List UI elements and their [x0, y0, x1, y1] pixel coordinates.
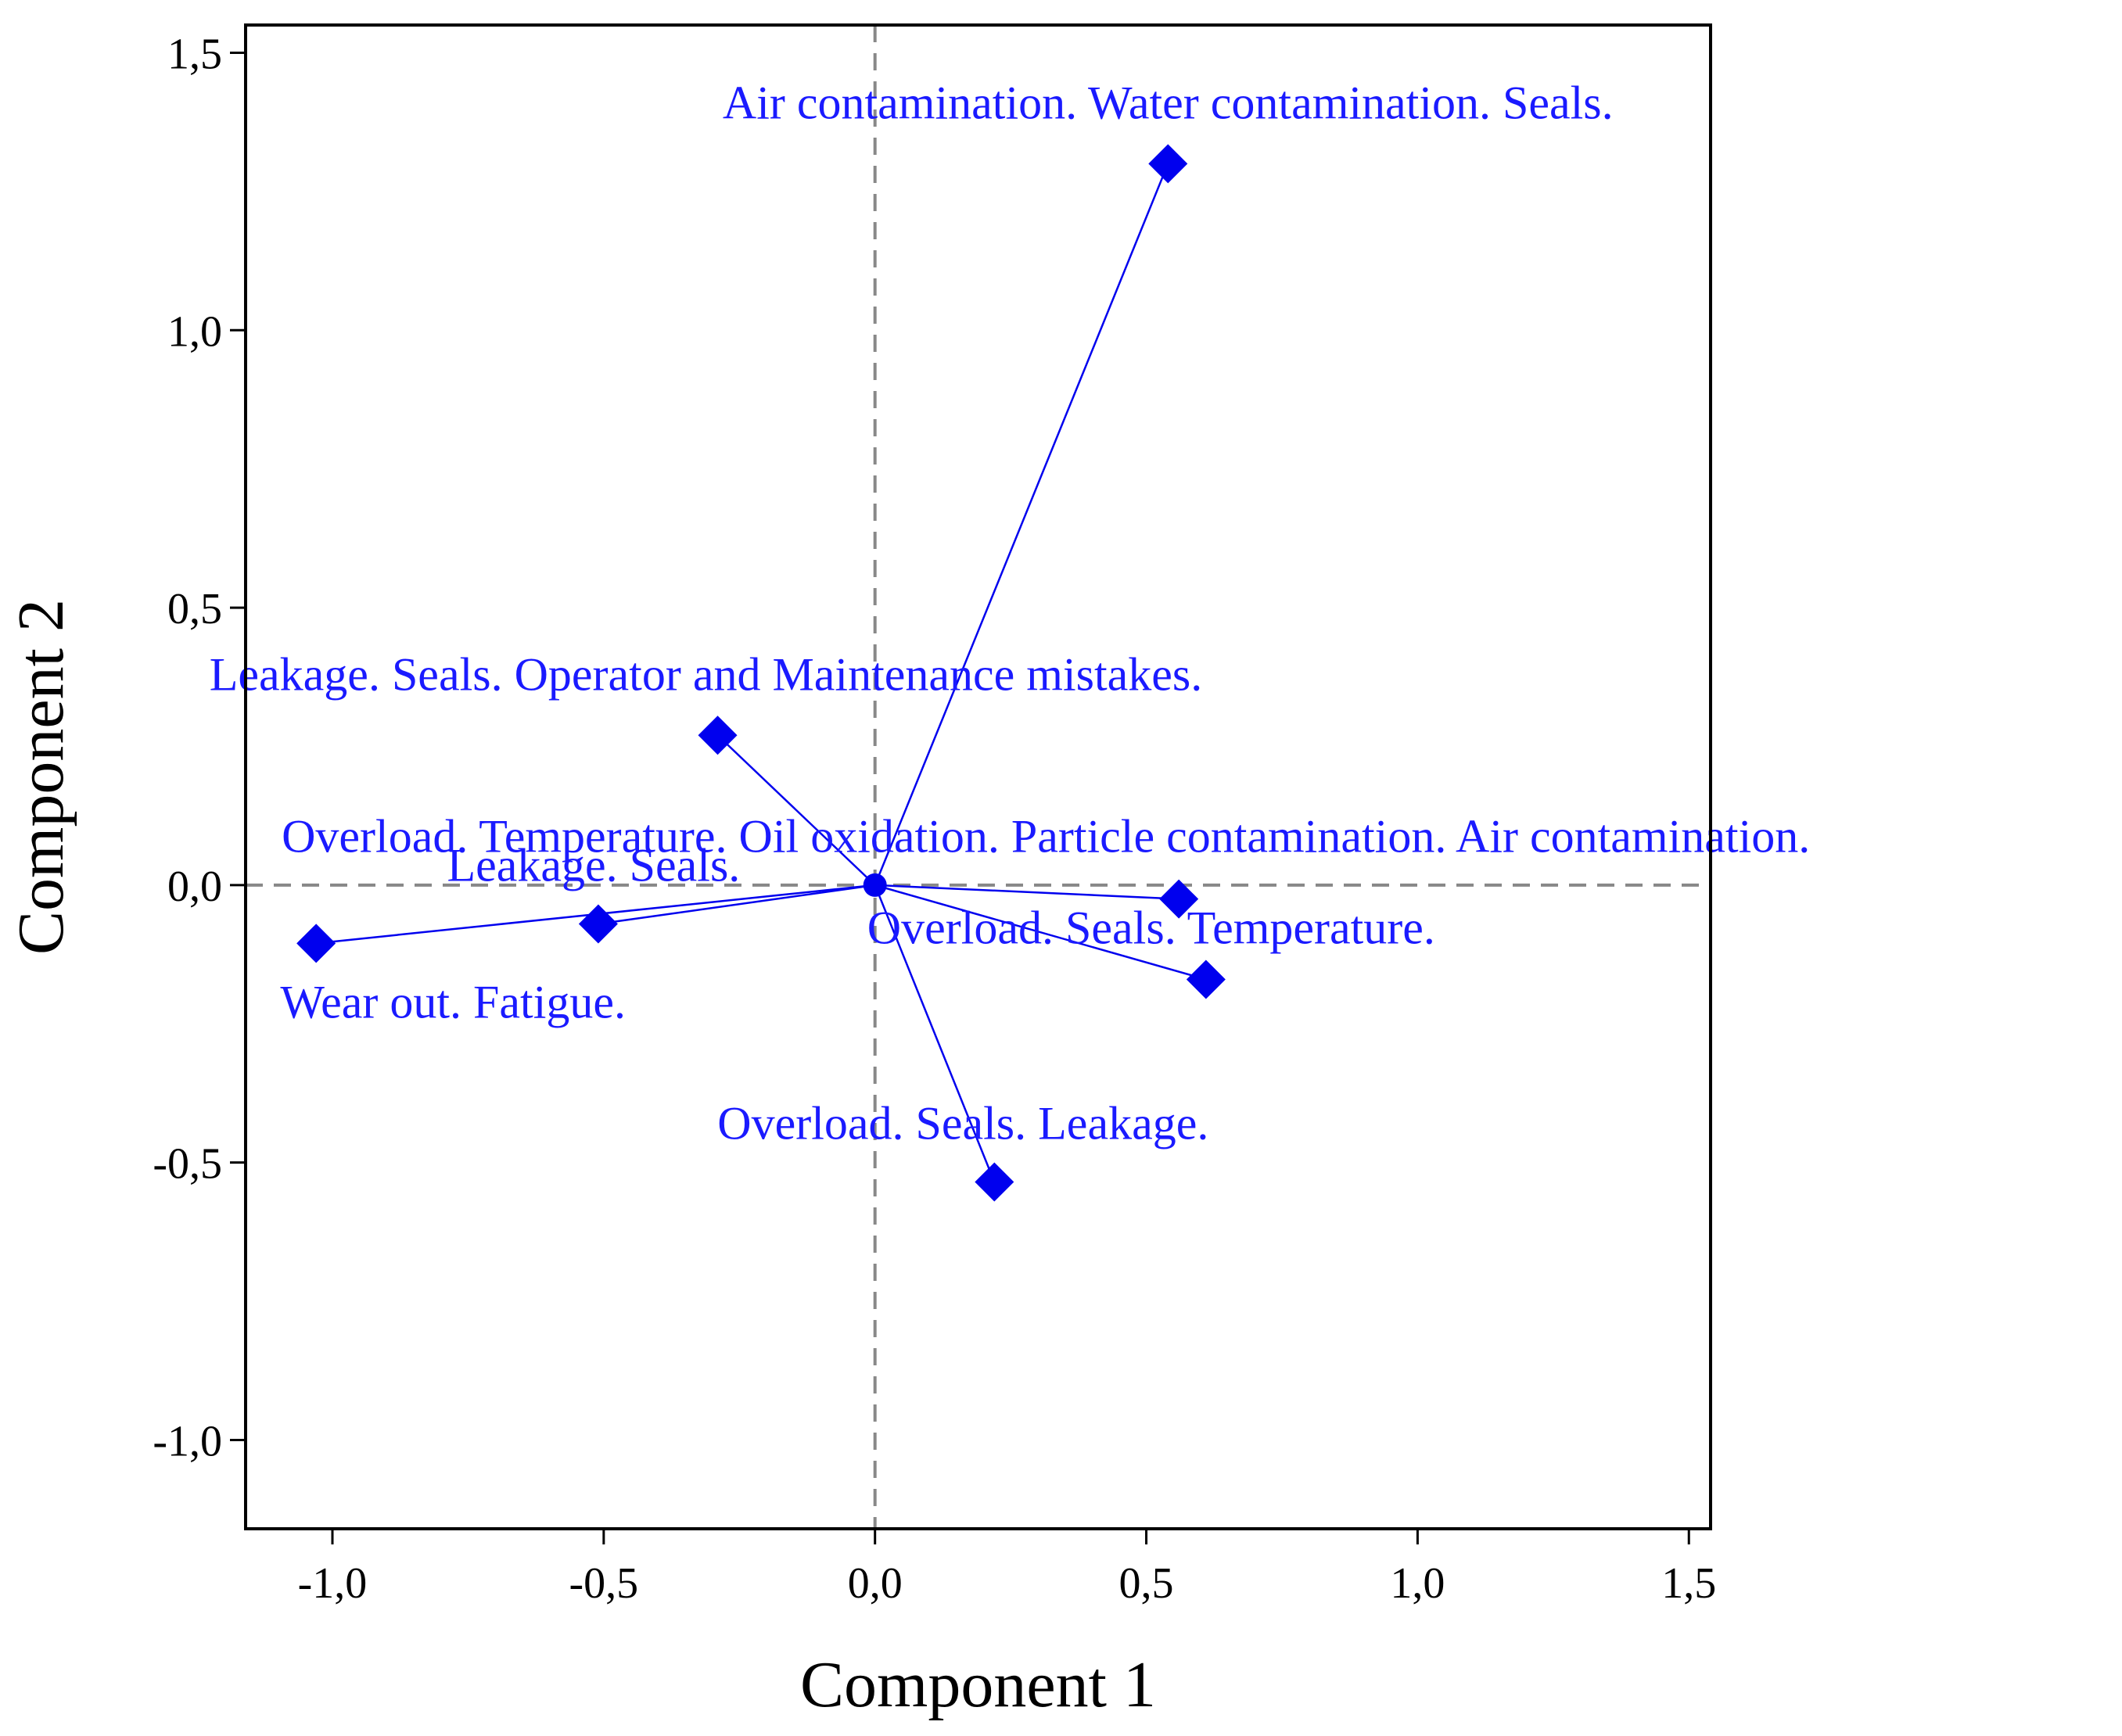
y-tick-label: -1,0	[153, 1417, 222, 1465]
y-tick-label: 1,0	[167, 307, 222, 356]
y-tick-label: -0,5	[153, 1140, 222, 1189]
loading-vector	[874, 163, 1169, 886]
diamond-marker	[1159, 879, 1199, 919]
loading-vector	[874, 884, 996, 1182]
reference-lines	[246, 25, 1711, 1529]
x-tick-label: 1,5	[1661, 1559, 1716, 1608]
y-tick-label: 0,0	[167, 863, 222, 911]
diamond-marker	[975, 1162, 1014, 1202]
point-label: Wear out. Fatigue.	[280, 976, 626, 1028]
x-tick-label: 0,5	[1119, 1559, 1174, 1608]
point-label: Air contamination. Water contamination. …	[723, 77, 1614, 128]
plot-frame	[244, 23, 1712, 1530]
x-axis-title: Component 1	[800, 1648, 1156, 1721]
point-label: Overload. Seals. Leakage.	[717, 1098, 1208, 1150]
point-label: Overload. Temperature. Oil oxidation. Pa…	[282, 811, 1810, 863]
diamond-marker	[1186, 959, 1226, 999]
x-tick-label: -1,0	[298, 1559, 368, 1608]
point-markers	[296, 144, 1226, 1202]
loading-vector	[874, 884, 1207, 981]
loading-vector	[598, 884, 875, 925]
x-axis: -1,0 -0,5 0,0 0,5 1,0 1,5	[298, 1529, 1716, 1608]
loading-vector	[716, 734, 876, 886]
diamond-marker	[698, 716, 738, 755]
y-tick-label: 1,5	[167, 30, 222, 78]
point-label: Overload. Seals. Temperature.	[867, 902, 1435, 954]
diamond-marker	[1148, 144, 1188, 184]
loading-vector	[874, 884, 1179, 900]
diamond-marker	[296, 924, 336, 963]
point-label: Leakage. Seals. Operator and Maintenance…	[210, 648, 1203, 700]
x-tick-label: 0,0	[848, 1559, 903, 1608]
point-label: Leakage. Seals.	[447, 840, 740, 891]
y-axis: -1,0 -0,5 0,0 0,5 1,0 1,5	[153, 30, 246, 1465]
y-axis-title: Component 2	[5, 599, 77, 955]
y-tick-label: 0,5	[167, 585, 222, 633]
point-labels: Air contamination. Water contamination. …	[210, 77, 1810, 1149]
x-tick-label: -0,5	[569, 1559, 639, 1608]
diamond-marker	[578, 904, 618, 944]
x-tick-label: 1,0	[1390, 1559, 1445, 1608]
origin-marker	[863, 873, 887, 897]
